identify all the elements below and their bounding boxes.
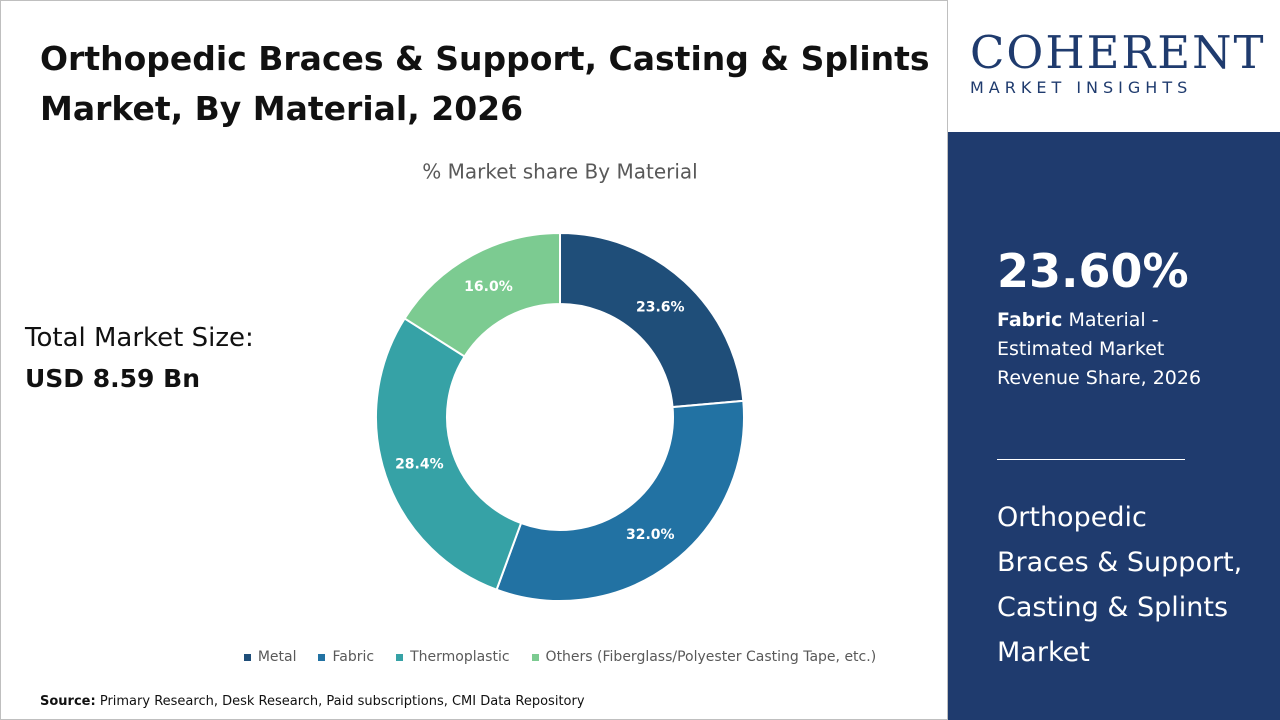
legend-label: Metal [257, 649, 297, 665]
donut-slice [495, 399, 745, 602]
legend: Metal Fabric Thermoplastic Others (Fibergla… [180, 649, 940, 665]
chart-title: % Market share By Material [422, 160, 697, 184]
highlight-value: 23.60% [997, 244, 1189, 298]
highlight-desc: Material - Estimated Market Revenue Shar… [997, 309, 1202, 389]
side-panel: 23.60% Fabric Material - Estimated Marke… [948, 132, 1280, 720]
legend-item: Others (Fiberglass/Polyester Casting Tap… [531, 649, 877, 665]
legend-swatch [396, 653, 404, 661]
data-label: 32.0% [626, 527, 675, 543]
donut-slice [375, 317, 523, 592]
source: Source: Primary Research, Desk Research,… [40, 694, 585, 709]
side-title: Orthopedic Braces & Support, Casting & S… [997, 502, 1243, 668]
highlight-bold: Fabric [997, 309, 1063, 331]
market-size-value: USD 8.59 Bn [25, 364, 200, 393]
data-label: 28.4% [395, 457, 444, 473]
page-title: Orthopedic Braces & Support, Casting & S… [40, 39, 930, 128]
divider [997, 459, 1185, 460]
legend-label: Thermoplastic [410, 649, 510, 665]
legend-item: Thermoplastic [396, 649, 510, 665]
legend-item: Metal [243, 649, 297, 665]
logo: COHERENT MARKET INSIGHTS [948, 0, 1280, 132]
logo-name: COHERENT [970, 26, 1266, 79]
chart: % Market share By Material 23.6% 32.0% 28.… [375, 160, 745, 602]
data-label: 23.6% [636, 299, 685, 315]
legend-swatch [531, 653, 539, 661]
legend-swatch [243, 653, 251, 661]
data-label: 16.0% [464, 279, 513, 295]
logo-tagline: MARKET INSIGHTS [970, 78, 1193, 97]
source-label: Source: [40, 694, 96, 709]
source-text: Primary Research, Desk Research, Paid su… [99, 694, 585, 709]
legend-label: Others (Fiberglass/Polyester Casting Tap… [545, 649, 877, 665]
donut-slice [559, 231, 745, 409]
donut-slice [403, 231, 561, 358]
legend-swatch [318, 653, 326, 661]
legend-item: Fabric [318, 649, 374, 665]
legend-label: Fabric [332, 649, 375, 665]
market-size-label: Total Market Size: [25, 323, 254, 353]
highlight-text: Fabric Material - Estimated Market Reven… [997, 306, 1217, 393]
